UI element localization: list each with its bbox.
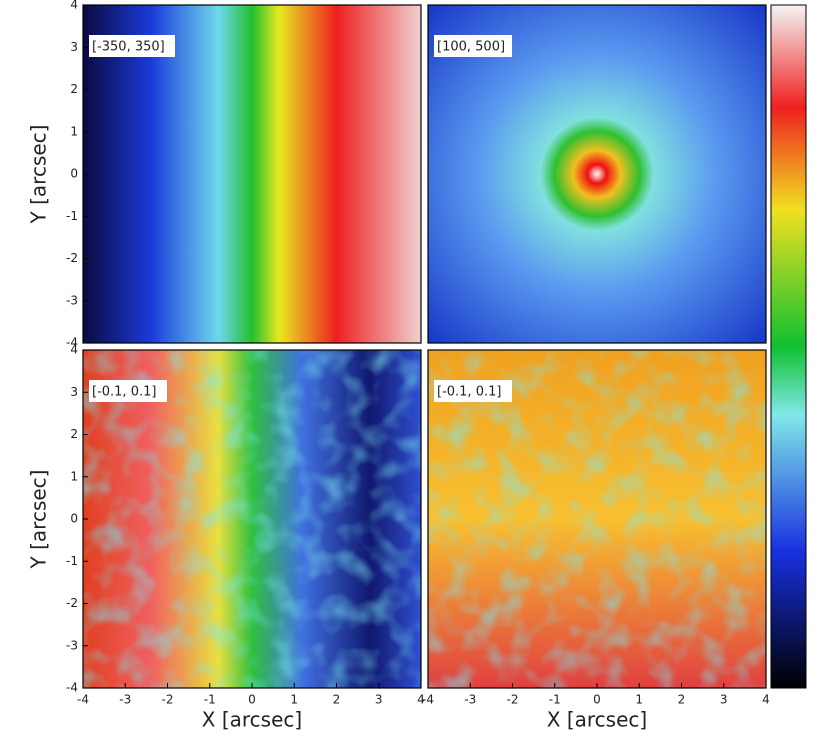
y-tick-label: 0 xyxy=(70,512,78,526)
y-tick-label: -1 xyxy=(66,209,78,223)
map-texture xyxy=(83,350,421,688)
map-image xyxy=(83,5,421,343)
x-tick-label: -3 xyxy=(119,693,131,707)
y-tick-label: -3 xyxy=(66,293,78,307)
annotation-box xyxy=(89,35,175,57)
annotation: [-0.1, 0.1] xyxy=(437,385,501,400)
annotation-box xyxy=(89,380,167,402)
annotation-box xyxy=(434,380,512,402)
x-tick-label: -4 xyxy=(77,693,89,707)
y-tick-label: 2 xyxy=(70,82,78,96)
x-tick-label: -2 xyxy=(162,693,174,707)
x-tick-label: 3 xyxy=(720,693,728,707)
annotation: [100, 500] xyxy=(437,40,505,55)
y-tick-label: 1 xyxy=(70,469,78,483)
y-tick-label: -2 xyxy=(66,251,78,265)
panel-frame xyxy=(427,4,767,344)
y-axis-label: Y [arcsec] xyxy=(27,470,51,570)
x-tick-label: 1 xyxy=(635,693,643,707)
x-tick-label: -1 xyxy=(204,693,216,707)
x-axis-label: X [arcsec] xyxy=(547,708,647,732)
x-axis-label: X [arcsec] xyxy=(202,708,302,732)
annotation: [-350, 350] xyxy=(92,40,165,55)
x-tick-label: 2 xyxy=(678,693,686,707)
x-tick-label: -2 xyxy=(507,693,519,707)
annotation-box xyxy=(434,35,512,57)
y-tick-label: -4 xyxy=(66,336,78,350)
y-axis-label: Y [arcsec] xyxy=(27,125,51,225)
y-tick-label: -1 xyxy=(66,554,78,568)
x-tick-label: 0 xyxy=(593,693,601,707)
map-image xyxy=(428,5,766,343)
map-texture xyxy=(428,350,766,688)
y-tick-label: 1 xyxy=(70,124,78,138)
annotation: [-0.1, 0.1] xyxy=(92,385,156,400)
x-tick-label: 4 xyxy=(762,693,770,707)
x-tick-label: 0 xyxy=(248,693,256,707)
x-tick-label: -3 xyxy=(464,693,476,707)
x-tick-label: 4 xyxy=(417,693,425,707)
y-tick-label: -4 xyxy=(66,681,78,695)
colorbar xyxy=(770,4,807,689)
x-tick-label: 1 xyxy=(290,693,298,707)
x-tick-label: -1 xyxy=(549,693,561,707)
x-tick-label: 3 xyxy=(375,693,383,707)
y-tick-label: 2 xyxy=(70,427,78,441)
x-tick-label: -4 xyxy=(422,693,434,707)
y-tick-label: -3 xyxy=(66,638,78,652)
x-tick-label: 2 xyxy=(333,693,341,707)
y-tick-label: 3 xyxy=(70,385,78,399)
y-tick-label: -2 xyxy=(66,596,78,610)
y-tick-label: 4 xyxy=(70,343,78,357)
y-tick-label: 3 xyxy=(70,40,78,54)
y-tick-label: 0 xyxy=(70,167,78,181)
y-tick-label: 4 xyxy=(70,0,78,12)
